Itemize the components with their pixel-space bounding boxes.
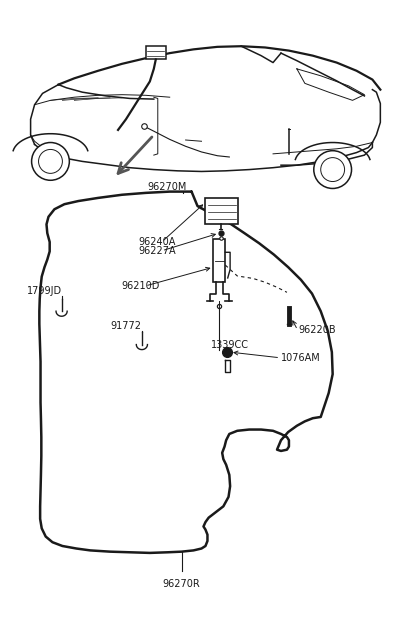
Text: 91772: 91772 bbox=[110, 321, 141, 331]
Text: 96227A: 96227A bbox=[138, 246, 176, 256]
Ellipse shape bbox=[39, 149, 62, 173]
Text: 1799JD: 1799JD bbox=[27, 286, 62, 296]
Text: 96240A: 96240A bbox=[138, 237, 175, 247]
FancyBboxPatch shape bbox=[206, 198, 238, 224]
Text: 96220B: 96220B bbox=[299, 325, 337, 335]
Ellipse shape bbox=[321, 157, 345, 182]
Text: 96270R: 96270R bbox=[163, 578, 201, 589]
Ellipse shape bbox=[31, 142, 69, 180]
FancyBboxPatch shape bbox=[146, 46, 166, 60]
Text: 96270M: 96270M bbox=[148, 182, 187, 192]
Ellipse shape bbox=[314, 150, 351, 189]
FancyBboxPatch shape bbox=[214, 239, 225, 282]
Text: 1076AM: 1076AM bbox=[281, 353, 321, 363]
Text: 96210D: 96210D bbox=[121, 281, 160, 291]
Text: 1339CC: 1339CC bbox=[212, 340, 249, 351]
